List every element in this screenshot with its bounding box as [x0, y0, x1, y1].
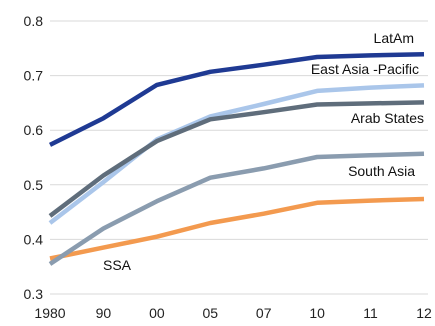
- series-line-south-asia: [48, 151, 425, 266]
- series-line-east-asia-pacific: [48, 83, 425, 225]
- y-tick-label: 0.5: [24, 177, 44, 193]
- x-tick-label: 00: [149, 305, 165, 321]
- series-lines: [48, 52, 425, 266]
- series-line-ssa: [49, 196, 425, 261]
- x-tick-label: 05: [202, 305, 218, 321]
- x-tick-label: 11: [363, 305, 378, 321]
- y-tick-label: 0.8: [24, 13, 44, 29]
- series-label: SSA: [103, 257, 132, 273]
- series-line-latam: [48, 52, 425, 147]
- x-tick-label: 10: [309, 305, 325, 321]
- series-line-arab-states: [48, 100, 425, 218]
- y-tick-label: 0.3: [24, 286, 44, 302]
- y-axis: 0.3 0.4 0.5 0.6 0.7 0.8: [24, 13, 44, 302]
- y-tick-label: 0.6: [24, 122, 44, 138]
- series-labels: LatAm East Asia -Pacific Arab States South …: [103, 30, 424, 273]
- x-tick-label: 12: [416, 305, 432, 321]
- x-tick-label: 07: [256, 305, 272, 321]
- y-tick-label: 0.4: [24, 231, 44, 247]
- x-axis: 1980 90 00 05 07 10 11 12: [34, 305, 432, 321]
- series-label: LatAm: [374, 30, 414, 46]
- series-label: Arab States: [351, 110, 424, 126]
- x-tick-label: 1980: [34, 305, 65, 321]
- y-tick-label: 0.7: [24, 68, 44, 84]
- gridlines: [50, 20, 428, 295]
- x-tick-label: 90: [96, 305, 112, 321]
- series-label: East Asia -Pacific: [311, 61, 419, 77]
- series-label: South Asia: [348, 163, 415, 179]
